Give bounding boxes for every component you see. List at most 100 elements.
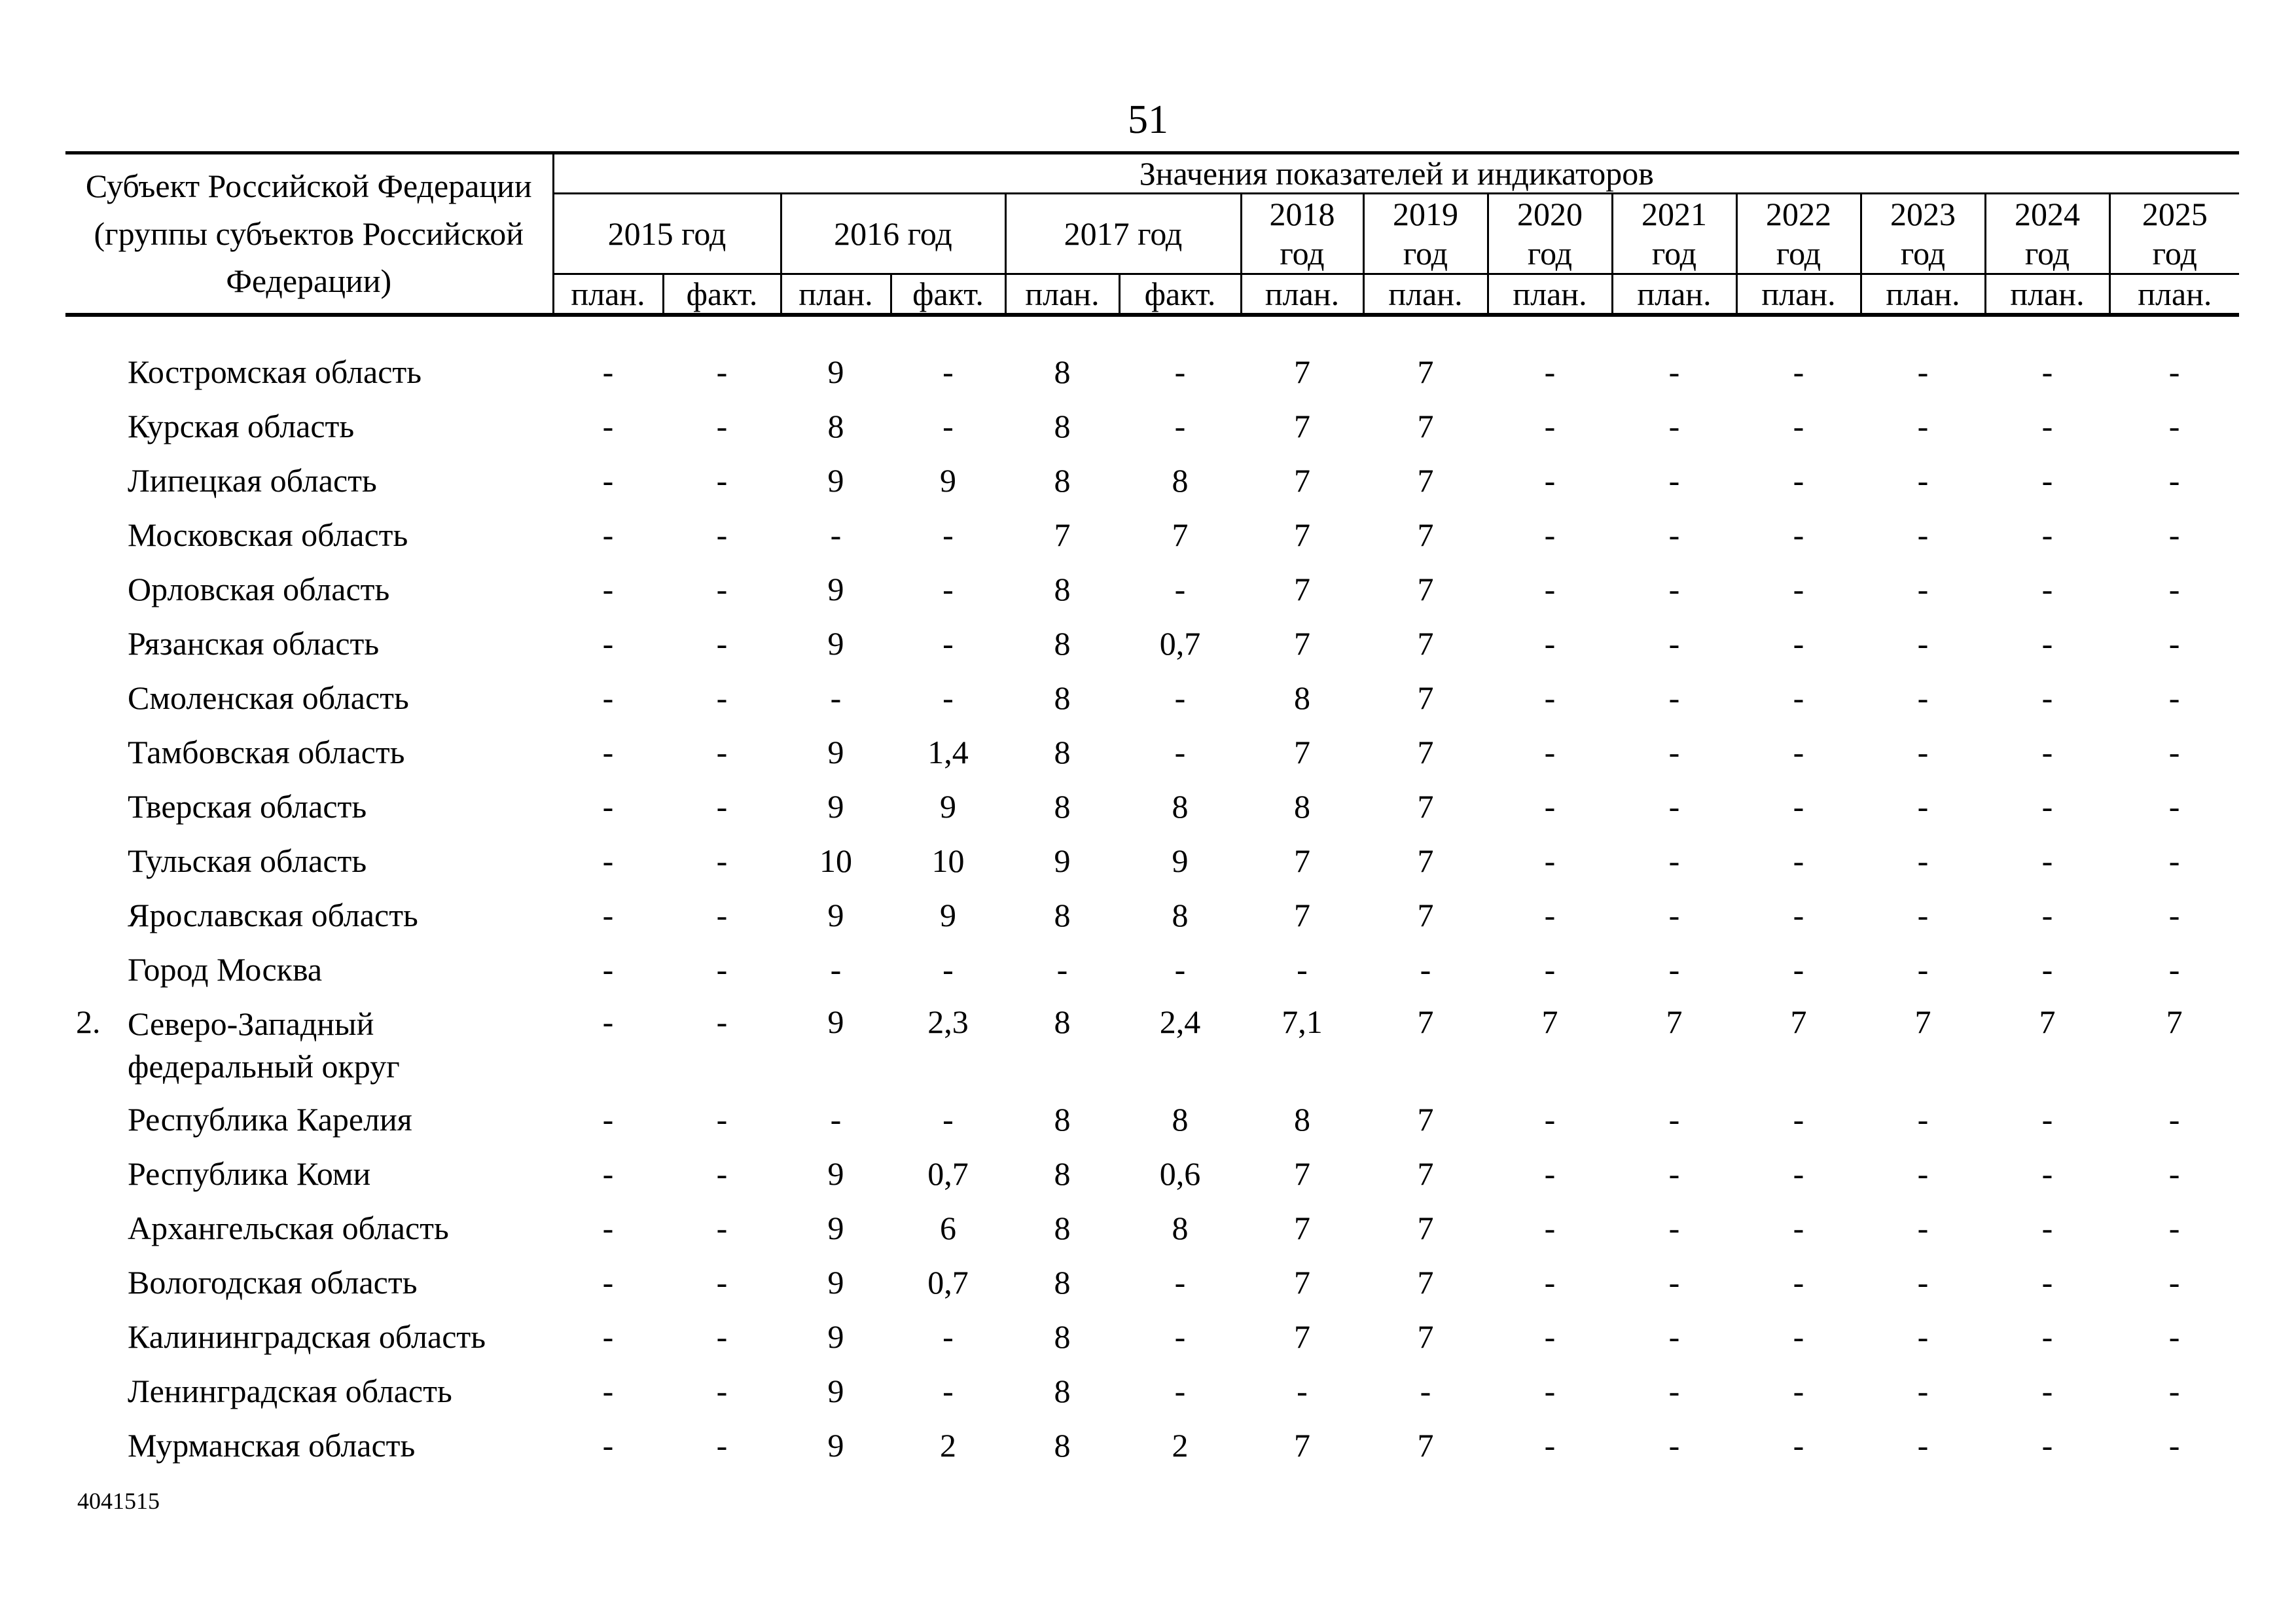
value-cell: - (1668, 896, 1680, 933)
value-cell: 7 (1417, 570, 1434, 607)
value-cell: - (1668, 842, 1680, 879)
value-cell: - (716, 461, 728, 499)
value-cell: - (1793, 1263, 1804, 1301)
value-cell: 8 (1294, 679, 1310, 716)
value-cell: - (2041, 1372, 2053, 1409)
value-cell: - (1793, 1372, 1804, 1409)
value-cell: - (2168, 679, 2180, 716)
value-cell: - (2041, 896, 2053, 933)
value-cell: - (1544, 407, 1556, 444)
value-cell: - (602, 1372, 614, 1409)
value-cell: 7 (1417, 1155, 1434, 1192)
table-row: Московская область - - - - 7 7 7 7 - - - - - - (65, 507, 2239, 562)
year-header-2015: 2015 год (552, 193, 781, 275)
value-cell: - (2041, 461, 2053, 499)
value-cell: 7 (1417, 679, 1434, 716)
value-cell: - (942, 1100, 954, 1138)
value-cell: - (942, 1372, 954, 1409)
value-cell: 2 (1172, 1426, 1189, 1464)
value-cell: - (1544, 461, 1556, 499)
subheader-fact: факт. (889, 274, 1005, 317)
value-cell: - (716, 1209, 728, 1246)
subject-cell: Костромская область (65, 344, 553, 399)
table-body: Костромская область - -9-8-7 7- - - - - - Курская… (65, 315, 2239, 1472)
value-cell: 8 (1054, 1209, 1071, 1246)
value-cell: 7 (1417, 353, 1434, 390)
subject-cell: Калининградская область (65, 1309, 553, 1363)
value-cell: 7 (1294, 896, 1310, 933)
value-cell: - (602, 353, 614, 390)
value-cell: - (1544, 1372, 1556, 1409)
value-cell: - (1917, 1155, 1929, 1192)
year-header-2018: 2018 год (1240, 193, 1363, 275)
value-cell: 9 (827, 624, 844, 662)
value-cell: 7 (1294, 624, 1310, 662)
value-cell: - (716, 407, 728, 444)
value-cell: - (1793, 461, 1804, 499)
subheader-fact: факт. (662, 274, 781, 317)
value-cell: - (1668, 1318, 1680, 1355)
value-cell: - (1793, 516, 1804, 553)
value-cell: - (716, 1318, 728, 1355)
table-row: Орловская область - - 9 - 8 - 7 7 - - - - - - (65, 562, 2239, 616)
value-cell: - (2041, 787, 2053, 825)
value-cell: - (716, 950, 728, 988)
value-cell: 8 (1054, 353, 1071, 390)
value-cell: 1,4 (927, 733, 969, 770)
value-cell: - (942, 570, 954, 607)
value-cell: 8 (1172, 461, 1189, 499)
value-cell: 7 (1294, 461, 1310, 499)
value-cell: - (1917, 1100, 1929, 1138)
year-label: 2025 год (2142, 196, 2208, 272)
value-cell: 7 (1054, 516, 1071, 553)
value-cell: - (942, 1318, 954, 1355)
year-header-2022: 2022 год (1735, 193, 1861, 275)
value-cell: 8 (827, 407, 844, 444)
subject-name: Вологодская область (128, 1263, 418, 1301)
value-cell: - (602, 516, 614, 553)
subheader-plan: план. (552, 274, 663, 317)
value-cell: 7 (1790, 1003, 1807, 1040)
value-cell: 7 (2039, 1003, 2056, 1040)
subject-name: Республика Карелия (128, 1100, 412, 1138)
value-cell: - (1668, 516, 1680, 553)
value-cell: - (1917, 1372, 1929, 1409)
year-label: 2023 год (1890, 196, 1956, 272)
value-cell: - (602, 896, 614, 933)
value-cell: 9 (827, 1155, 844, 1192)
value-cell: - (1544, 950, 1556, 988)
value-cell: 9 (827, 1003, 844, 1040)
table-row: 2. Северо-Западный федеральный округ - - 9 2,… (65, 996, 2239, 1092)
value-cell: 7 (1417, 407, 1434, 444)
value-cell: - (1174, 407, 1186, 444)
value-cell: - (942, 516, 954, 553)
value-cell: - (1917, 1426, 1929, 1464)
value-cell: - (2041, 733, 2053, 770)
value-cell: 9 (1172, 842, 1189, 879)
value-cell: - (1917, 896, 1929, 933)
spacer-row (65, 315, 2239, 344)
value-cell: 8 (1054, 896, 1071, 933)
value-cell: - (2168, 1318, 2180, 1355)
value-cell: - (2041, 1318, 2053, 1355)
subheader-plan: план. (1859, 274, 1985, 317)
subject-name: Северо-Западный федеральный округ (128, 1005, 400, 1085)
value-cell: - (602, 1100, 614, 1138)
value-cell: 8 (1054, 733, 1071, 770)
subheader-plan: план. (1486, 274, 1612, 317)
value-cell: 8 (1054, 1155, 1071, 1192)
value-cell: - (1668, 570, 1680, 607)
header-row-years: 2015 год 2016 год 2017 год 2018 год 2019 год… (65, 193, 2240, 275)
value-cell: 9 (1054, 842, 1071, 879)
value-cell: - (1793, 1318, 1804, 1355)
value-cell: - (1793, 1100, 1804, 1138)
value-cell: - (602, 1003, 614, 1040)
value-cell: 0,7 (927, 1155, 969, 1192)
year-label: 2021 год (1641, 196, 1707, 272)
value-cell: - (602, 1209, 614, 1246)
subject-cell: Тамбовская область (65, 725, 553, 779)
subheader-fact: факт. (1118, 274, 1241, 317)
table-row: Костромская область - - 9 - 8 - 7 7 - - - - - - (65, 344, 2239, 399)
value-cell: - (2041, 516, 2053, 553)
value-cell: 7 (1294, 1426, 1310, 1464)
